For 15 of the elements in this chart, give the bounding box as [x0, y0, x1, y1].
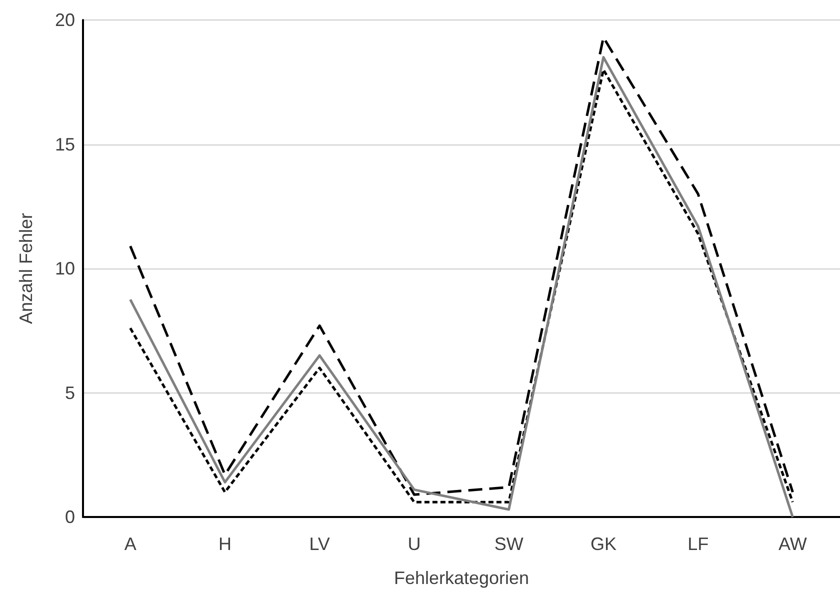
y-tick-label: 5	[64, 382, 75, 403]
y-tick-label: 0	[64, 507, 75, 527]
x-axis-title: Fehlerkategorien	[394, 568, 530, 588]
x-tick-label: SW	[494, 534, 524, 554]
x-tick-label: GK	[590, 534, 616, 554]
x-tick-label: A	[124, 534, 136, 554]
x-tick-label: LV	[309, 534, 330, 554]
x-tick-label: U	[408, 534, 421, 554]
x-tick-label: H	[218, 534, 232, 554]
y-tick-label: 10	[54, 258, 75, 278]
y-tick-label: 15	[54, 134, 75, 154]
y-tick-label: 20	[54, 10, 75, 30]
x-tick-label: AW	[778, 534, 807, 554]
x-tick-label: LF	[688, 534, 709, 554]
y-axis-title: Anzahl Fehler	[16, 212, 36, 324]
